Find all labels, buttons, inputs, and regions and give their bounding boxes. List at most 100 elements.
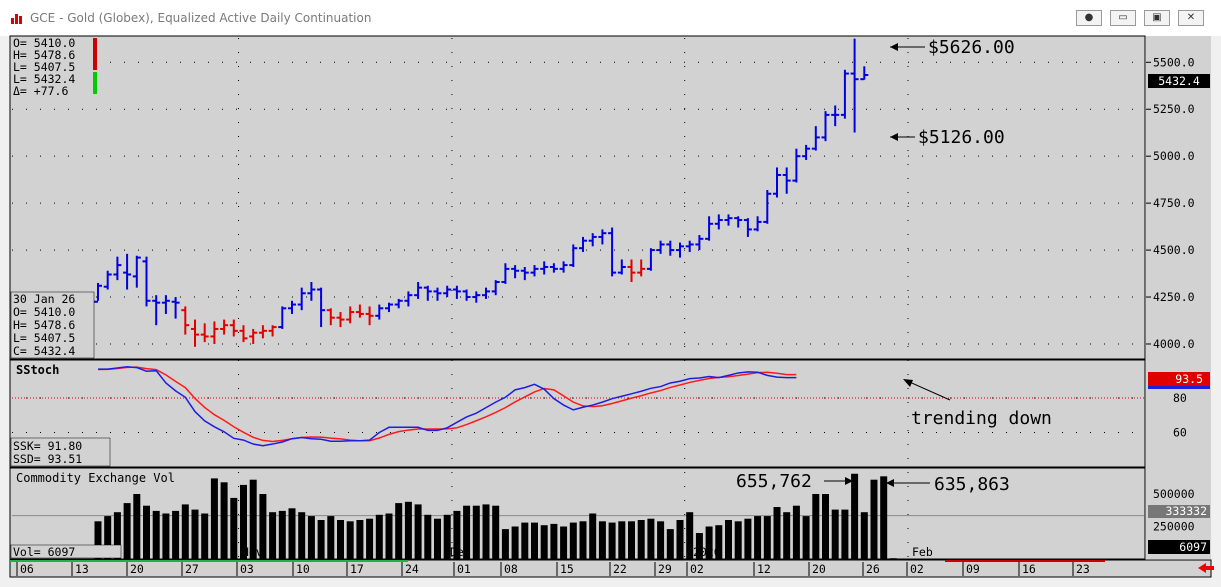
record-button[interactable]: ● — [1076, 10, 1102, 26]
volume-bar — [327, 516, 335, 559]
minimize-button[interactable]: ▭ — [1110, 10, 1136, 26]
ohlc-bar — [579, 236, 587, 252]
ohlc-bar — [831, 105, 840, 127]
ohlc-bar — [743, 218, 752, 237]
volume-bar — [240, 484, 247, 559]
ohlc-bar — [249, 328, 258, 344]
vol-ref-tag-text: 333332 — [1165, 504, 1207, 518]
ohlc-bar — [375, 304, 384, 320]
ohlc-bar — [365, 306, 374, 326]
volume-bar — [608, 522, 616, 559]
ohlc-bar — [346, 306, 355, 324]
vol-readout: Vol= 6097 — [13, 545, 75, 559]
high-price-label: $5626.00 — [928, 37, 1015, 58]
volume-bar — [337, 520, 344, 559]
volume-bar — [346, 521, 354, 559]
ohlc-bar — [103, 270, 112, 290]
last-stoch-tag — [1148, 372, 1210, 386]
maximize-button[interactable]: ▣ — [1144, 10, 1170, 26]
stoch-readout-box — [10, 437, 111, 467]
ohlc-bar — [627, 259, 636, 283]
ohlc-bar — [423, 285, 432, 301]
volume-bar — [259, 494, 267, 559]
volume-bar — [628, 521, 635, 559]
ohlc-bar — [220, 319, 229, 335]
data-window-low: L= 5407.5 — [13, 331, 75, 345]
volume-bar — [366, 518, 374, 559]
volume-bar — [307, 516, 315, 559]
title-bar: GCE - Gold (Globex), Equalized Active Da… — [0, 0, 1221, 36]
ohlc-bar — [229, 319, 238, 337]
ohlc-bar — [540, 261, 549, 275]
ohlc-bar — [608, 227, 617, 277]
month-label: Feb — [912, 545, 933, 559]
ohlc-bar — [724, 214, 733, 226]
high-arrowhead — [890, 43, 898, 51]
volume-bar — [511, 526, 519, 559]
volume-bar — [822, 494, 829, 559]
volume-bar — [560, 526, 568, 559]
volume-bar — [443, 514, 451, 559]
data-window-date: 30 Jan 26 — [13, 292, 75, 306]
ohlc-bar — [268, 325, 277, 337]
volume-bar — [531, 522, 538, 559]
last-vol-tag — [1148, 540, 1210, 554]
volume-bar — [851, 473, 859, 559]
ohlc-bar — [637, 259, 646, 277]
ohlc-bar — [433, 287, 442, 301]
readout-change: Δ= +77.6 — [13, 84, 68, 98]
volume-bar — [434, 518, 441, 559]
volume-bar — [288, 508, 296, 559]
vol-label-b: 635,863 — [934, 474, 1010, 495]
ohlc-bar — [782, 167, 791, 194]
volume-bar — [618, 521, 626, 559]
readout-low: L= 5407.5 — [13, 60, 75, 74]
ohlc-bar — [297, 287, 306, 311]
ohlc-bar — [821, 111, 830, 142]
volume-bar — [550, 523, 558, 559]
ohlc-bar — [171, 297, 180, 319]
volume-bar — [482, 504, 490, 559]
ohlc-bar — [549, 263, 558, 273]
ohlc-bar — [394, 298, 403, 309]
trend-arrow-line — [904, 379, 951, 401]
volume-bar — [113, 512, 121, 559]
price-tick-label: 4500.0 — [1153, 243, 1195, 257]
stoch-ssd: SSD= 93.51 — [13, 452, 82, 466]
vol-tick-label: 250000 — [1153, 520, 1195, 534]
ohlc-bar — [666, 240, 675, 256]
x-day-label: 15 — [560, 562, 574, 576]
x-day-label: 24 — [405, 562, 419, 576]
low-arrowhead — [890, 133, 898, 141]
volume-bar — [715, 525, 723, 559]
ohlc-bar — [802, 144, 811, 160]
ohlc-bar — [569, 244, 578, 267]
ohlc-bar — [94, 282, 102, 303]
ohlc-bar — [152, 295, 161, 326]
volume-bar — [579, 521, 587, 559]
price-tick-label: 5000.0 — [1153, 149, 1195, 163]
x-day-label: 01 — [457, 562, 471, 576]
data-window-open: O= 5410.0 — [13, 305, 75, 319]
x-day-label: 23 — [1076, 562, 1090, 576]
scroll-back-icon[interactable] — [1198, 563, 1214, 573]
volume-panel — [9, 467, 1146, 560]
volume-bar — [424, 514, 432, 559]
last-vol-tag-text: 6097 — [1179, 540, 1207, 554]
data-window-box — [10, 291, 95, 359]
stoch-tick-label: 60 — [1173, 425, 1187, 439]
last-stoch-tag-text: 93.5 — [1175, 372, 1203, 386]
vol-arrowhead-b — [886, 479, 894, 487]
ohlc-bar — [123, 253, 132, 290]
volume-bar — [695, 533, 703, 559]
volume-bar — [637, 520, 645, 559]
ohlc-bar — [210, 321, 219, 344]
month-label: Nov — [242, 545, 263, 559]
close-button[interactable]: ✕ — [1178, 10, 1204, 26]
volume-bar — [123, 503, 131, 559]
ohlc-bar — [530, 265, 539, 277]
x-day-label: 02 — [910, 562, 924, 576]
ohlc-bar — [443, 285, 452, 298]
ohlc-bar — [288, 300, 296, 314]
